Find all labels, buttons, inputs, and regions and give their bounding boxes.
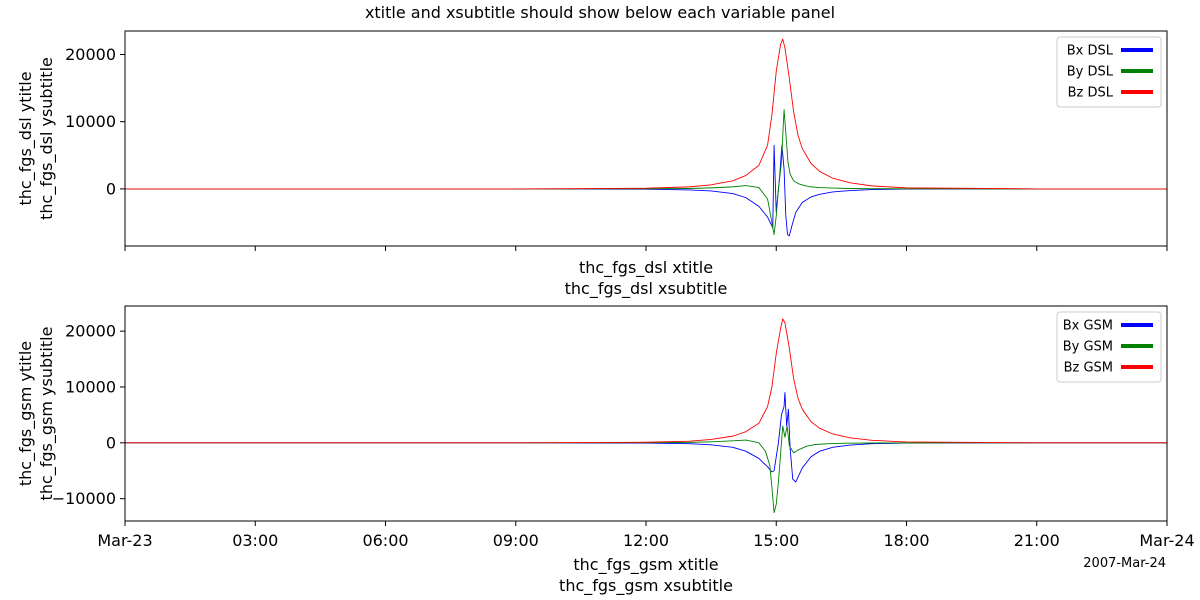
y-tick-label: −10000 — [52, 489, 116, 508]
x-tick-label: 09:00 — [493, 531, 539, 550]
y-tick-label: 20000 — [65, 45, 116, 64]
x-tick-label: 21:00 — [1014, 531, 1060, 550]
legend-box — [1056, 311, 1162, 383]
y-axis-subtitle: thc_fgs_dsl ysubtitle — [37, 57, 57, 220]
y-axis-title: thc_fgs_gsm ytitle — [16, 341, 36, 486]
series-line-bx-gsm — [125, 392, 1167, 483]
y-tick-label: 10000 — [65, 112, 116, 131]
y-tick-label: 0 — [106, 179, 116, 198]
series-line-bz-dsl — [125, 38, 1167, 190]
plot-frame — [124, 30, 1168, 247]
date-label: 2007-Mar-24 — [1083, 556, 1166, 571]
x-tick-label: 15:00 — [753, 531, 799, 550]
x-axis-subtitle: thc_fgs_gsm xsubtitle — [559, 576, 733, 596]
legend-entry-label: Bz GSM — [1064, 361, 1113, 376]
series-line-bz-gsm — [125, 318, 1167, 444]
x-tick-label: Mar-24 — [1139, 531, 1194, 550]
y-tick-label: 10000 — [65, 377, 116, 396]
y-axis-subtitle: thc_fgs_gsm ysubtitle — [37, 327, 57, 501]
x-axis-title: thc_fgs_dsl xtitle — [579, 258, 713, 278]
legend-entry-label: Bx GSM — [1063, 319, 1113, 334]
y-tick-label: 0 — [106, 433, 116, 452]
legend-entry-label: By GSM — [1063, 340, 1113, 355]
panel-gsm: −10000 0 10000 20000 Mar-23 03:00 06:00 09:00 12… — [16, 305, 1195, 596]
x-axis-subtitle: thc_fgs_dsl xsubtitle — [565, 279, 728, 299]
legend-entry-label: Bz DSL — [1068, 86, 1114, 101]
x-axis-title: thc_fgs_gsm xtitle — [573, 555, 718, 575]
plot-frame — [124, 305, 1168, 522]
x-tick-label: Mar-23 — [97, 531, 152, 550]
legend-entry-label: By DSL — [1067, 65, 1114, 80]
series-line-bx-dsl — [125, 144, 1167, 237]
series-line-by-dsl — [125, 109, 1167, 236]
series-line-by-gsm — [125, 425, 1167, 514]
legend: Bx GSM By GSM Bz GSM — [1056, 311, 1162, 383]
legend: Bx DSL By DSL Bz DSL — [1056, 36, 1162, 108]
x-tick-label: 03:00 — [232, 531, 278, 550]
y-tick-label: 20000 — [65, 322, 116, 341]
figure-title: xtitle and xsubtitle should show below e… — [365, 3, 835, 22]
legend-box — [1056, 36, 1162, 108]
legend-entry-label: Bx DSL — [1067, 44, 1114, 59]
x-tick-label: 18:00 — [883, 531, 929, 550]
x-tick-label: 06:00 — [362, 531, 408, 550]
y-axis-title: thc_fgs_dsl ytitle — [16, 71, 36, 205]
x-tick-label: 12:00 — [623, 531, 669, 550]
